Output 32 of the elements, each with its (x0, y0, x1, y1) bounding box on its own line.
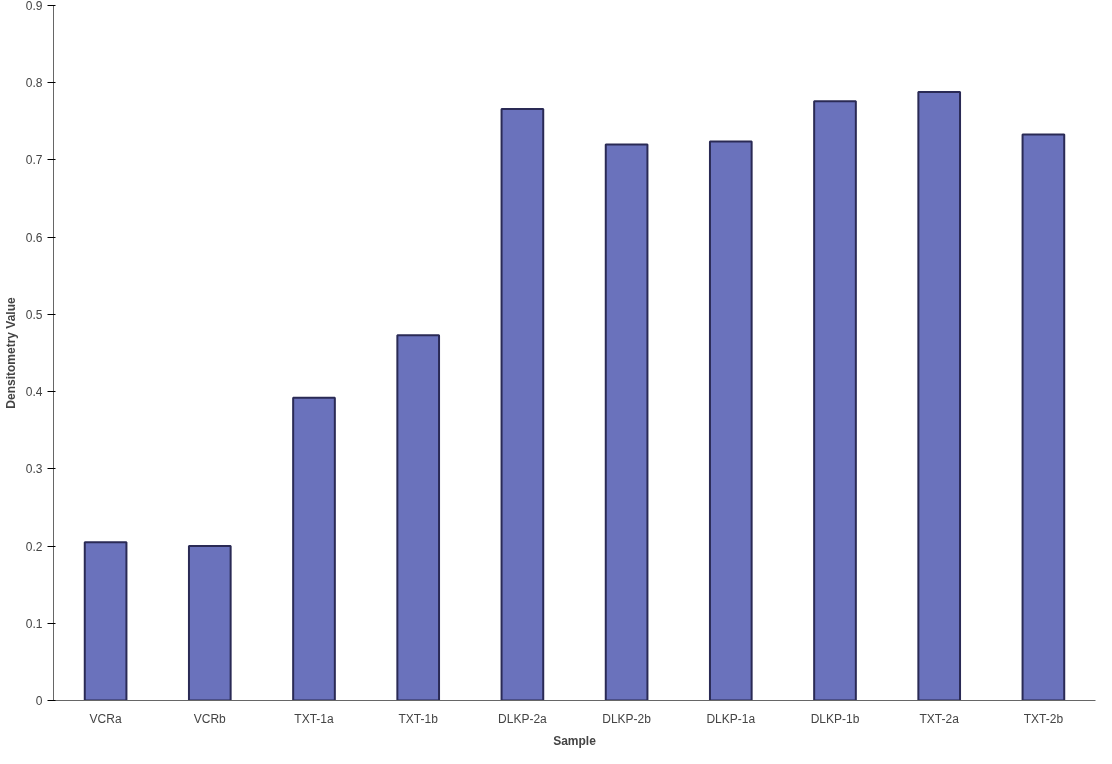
x-tick-label: TXT-2a (919, 711, 960, 726)
x-tick-label: VCRb (193, 711, 227, 726)
bar (708, 140, 753, 701)
y-tick-label: 0.6 (25, 230, 43, 245)
bar (396, 334, 441, 701)
bar (187, 545, 232, 701)
x-tick-label: DLKP-2b (602, 711, 652, 726)
y-tick-label: 0.1 (25, 616, 43, 631)
y-tick-label: 0.9 (25, 0, 43, 13)
bar (500, 107, 545, 701)
x-tick-label: DLKP-1b (810, 711, 860, 726)
y-tick-label: 0.5 (25, 307, 43, 322)
x-tick-label: VCRa (89, 711, 122, 726)
y-axis-title: Densitometry Value (3, 296, 18, 409)
bar (813, 100, 857, 701)
y-tick-label: 0 (35, 694, 43, 708)
y-tick-label: 0.3 (25, 462, 43, 477)
x-tick-label: TXT-1a (294, 711, 334, 726)
y-tick-label: 0.2 (25, 539, 43, 554)
x-tick-label: TXT-2b (1023, 711, 1064, 726)
bar (292, 396, 336, 701)
bar (604, 143, 649, 701)
y-tick-label: 0.8 (25, 76, 43, 91)
y-tick-label: 0.4 (25, 385, 43, 400)
x-tick-label: DLKP-1a (706, 711, 756, 726)
bar (917, 90, 962, 701)
x-axis-title: Sample (553, 733, 597, 748)
bar (1021, 133, 1066, 701)
x-tick-label: DLKP-2a (498, 711, 548, 726)
y-tick-label: 0.7 (25, 153, 43, 168)
x-tick-label: TXT-1b (398, 711, 439, 726)
bar (83, 541, 128, 701)
